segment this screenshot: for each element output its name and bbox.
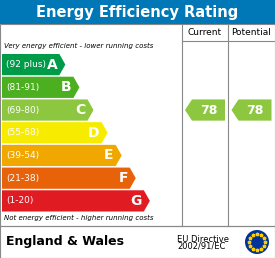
Polygon shape (185, 99, 225, 121)
Text: D: D (88, 126, 100, 140)
Text: A: A (46, 58, 57, 72)
Circle shape (245, 230, 269, 254)
Text: Not energy efficient - higher running costs: Not energy efficient - higher running co… (4, 215, 153, 221)
Text: 78: 78 (200, 103, 217, 117)
Polygon shape (2, 54, 65, 75)
Text: England & Wales: England & Wales (6, 236, 124, 248)
Text: (81-91): (81-91) (6, 83, 39, 92)
Text: E: E (104, 148, 114, 163)
Text: C: C (75, 103, 86, 117)
Bar (0, 0, 275, 24)
Text: 2002/91/EC: 2002/91/EC (177, 241, 226, 251)
Text: Potential: Potential (232, 28, 271, 37)
Polygon shape (2, 122, 108, 143)
Text: Energy Efficiency Rating: Energy Efficiency Rating (36, 4, 239, 20)
Text: (1-20): (1-20) (6, 196, 33, 205)
Text: F: F (118, 171, 128, 185)
Bar (0, 226, 275, 258)
Polygon shape (2, 190, 150, 212)
Bar (0, 24, 275, 226)
Text: Current: Current (188, 28, 222, 37)
Polygon shape (2, 77, 79, 98)
Text: (55-68): (55-68) (6, 128, 39, 137)
Polygon shape (232, 99, 271, 121)
Text: (39-54): (39-54) (6, 151, 39, 160)
Polygon shape (2, 168, 136, 189)
Text: Very energy efficient - lower running costs: Very energy efficient - lower running co… (4, 43, 153, 49)
Polygon shape (2, 99, 94, 121)
Text: (92 plus): (92 plus) (6, 60, 46, 69)
Text: EU Directive: EU Directive (177, 235, 229, 244)
Text: (21-38): (21-38) (6, 174, 39, 183)
Text: G: G (130, 194, 142, 208)
Polygon shape (2, 145, 122, 166)
Text: B: B (61, 80, 72, 94)
Text: 78: 78 (246, 103, 264, 117)
Text: (69-80): (69-80) (6, 106, 39, 115)
